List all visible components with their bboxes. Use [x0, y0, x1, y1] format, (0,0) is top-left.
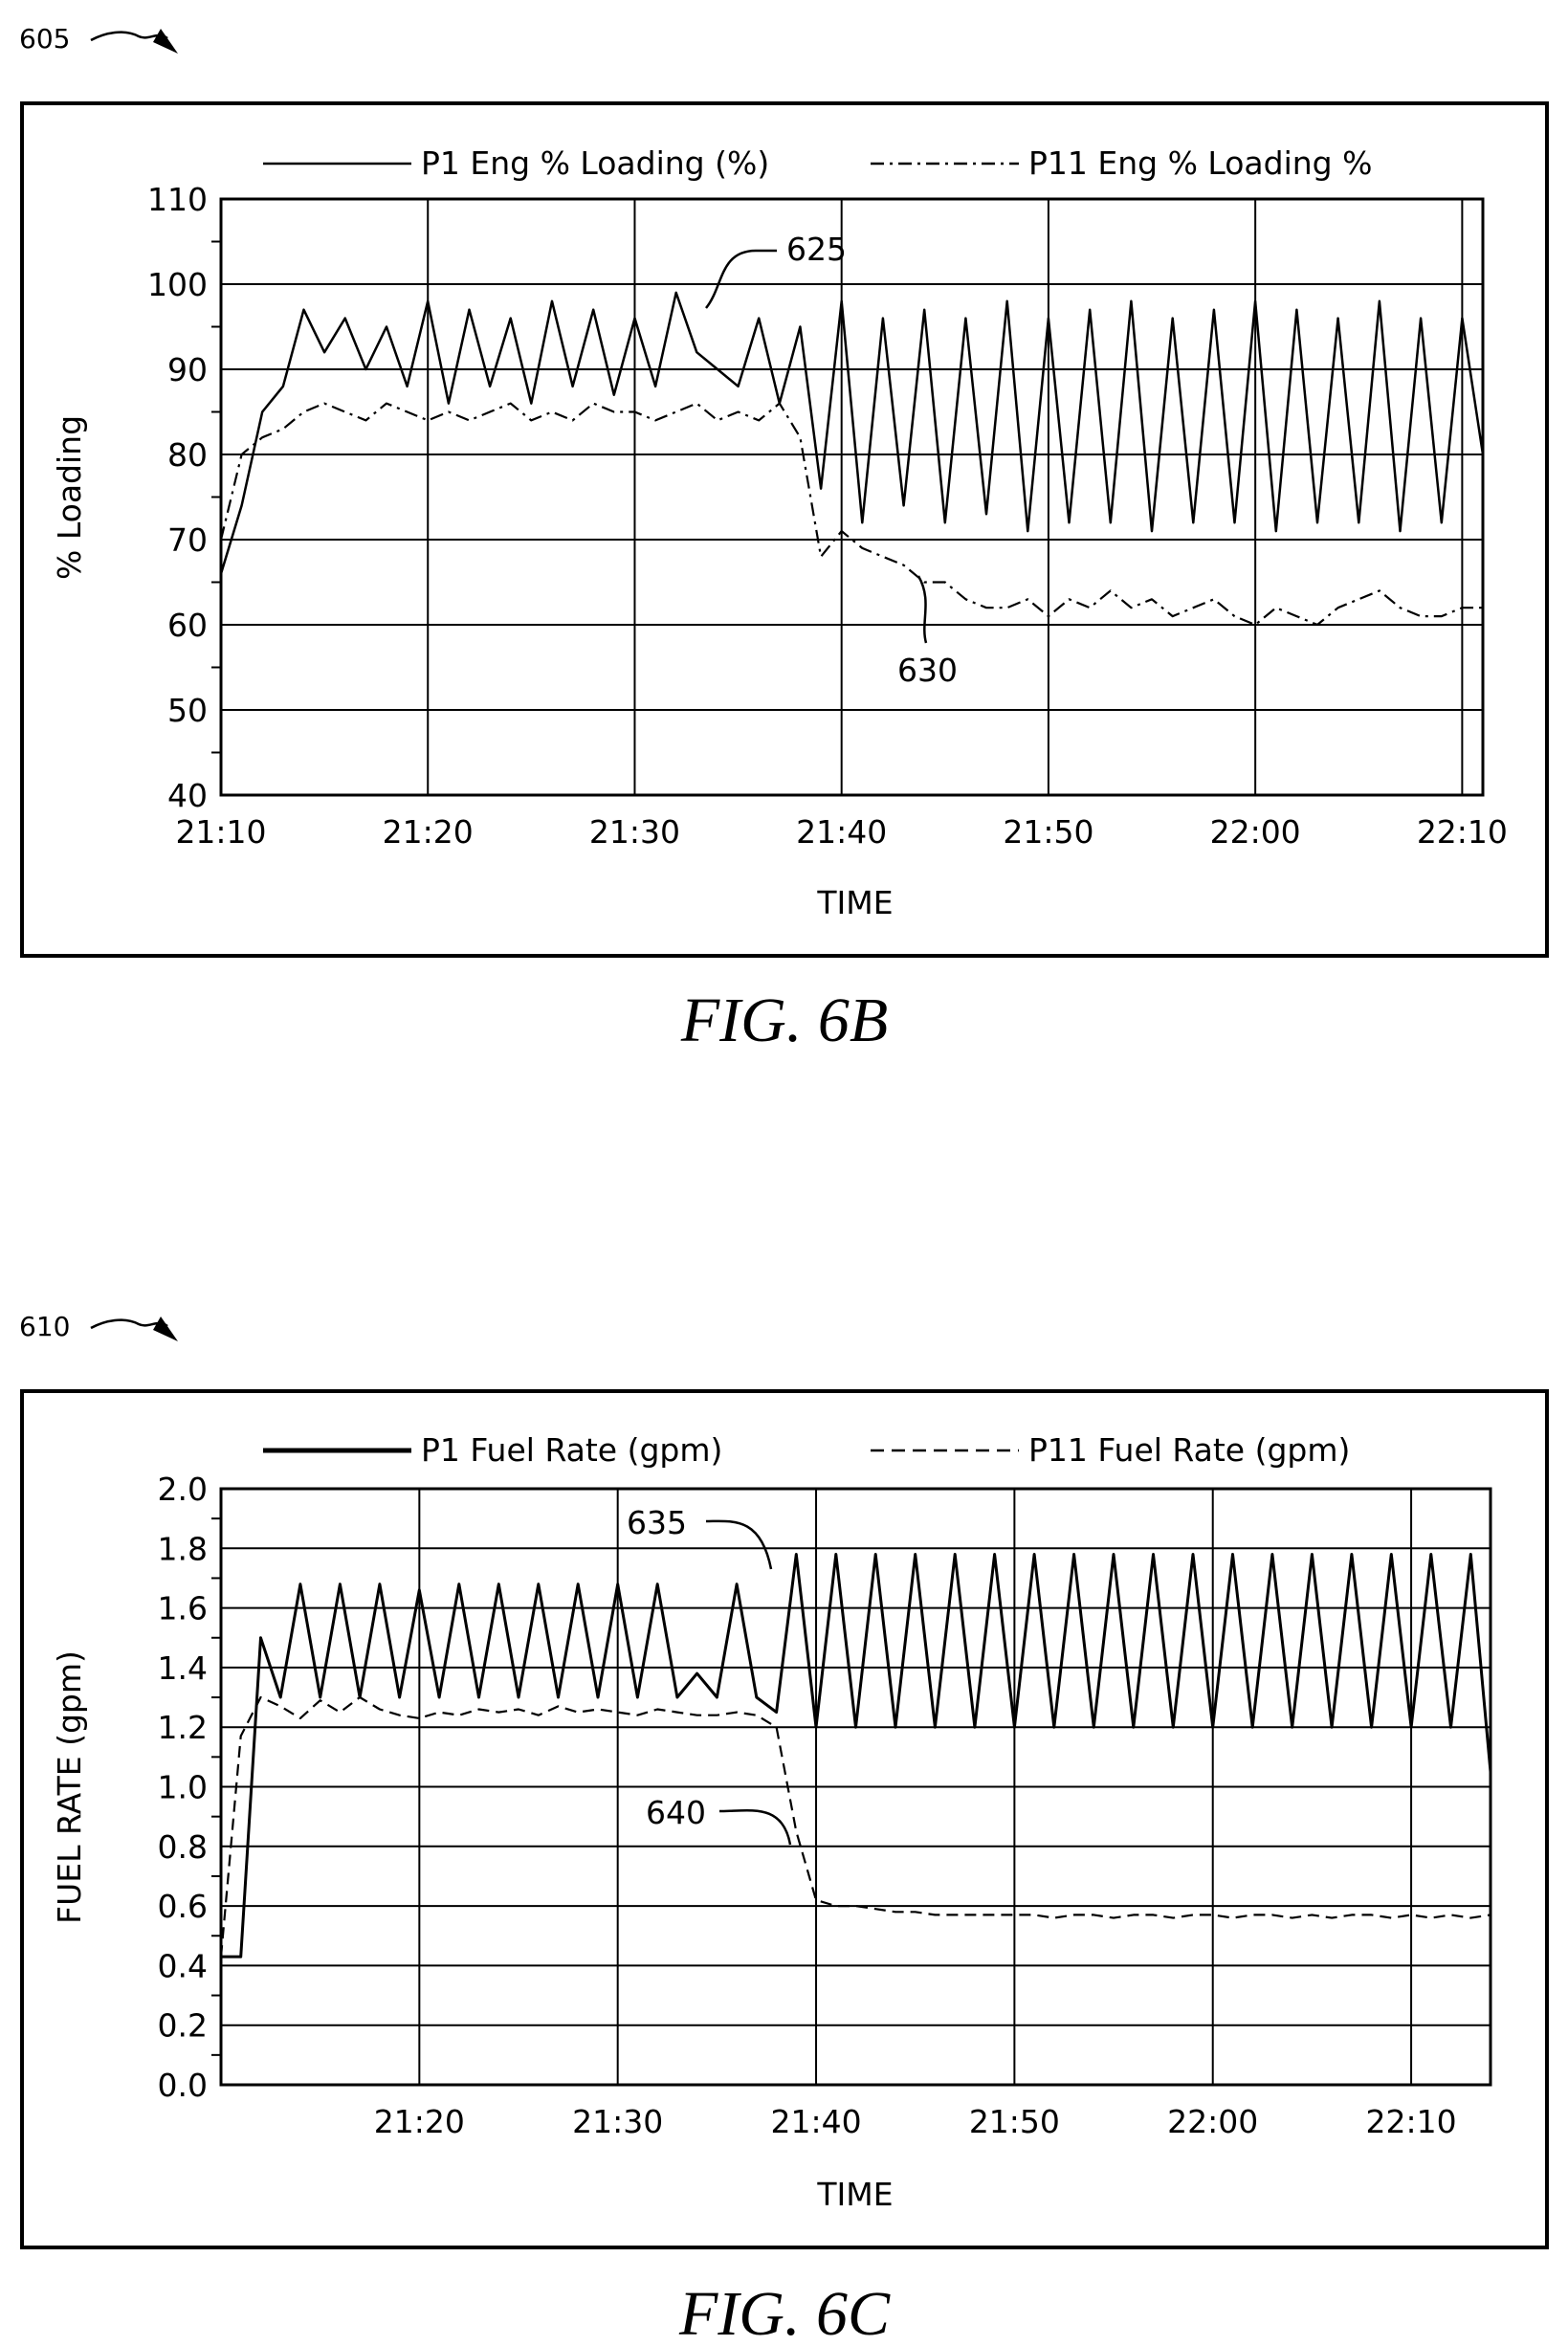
x-axis-label: TIME — [816, 884, 893, 921]
figure-6c: 610 P1 Fuel Rate (gpm) P11 Fuel Rate (gp… — [19, 1311, 1549, 2346]
ref-arrowhead-icon — [153, 29, 178, 54]
y-tick-label: 0.8 — [158, 1828, 208, 1866]
legend-label-p11-fuel: P11 Fuel Rate (gpm) — [1028, 1431, 1350, 1469]
series-lines — [219, 1553, 1492, 1959]
annotation-630: 630 — [897, 575, 958, 689]
y-tick-marks — [211, 1517, 221, 2056]
chart-frame — [20, 101, 1549, 958]
y-tick-label: 0.2 — [158, 2007, 208, 2045]
x-tick-label: 21:40 — [770, 2103, 861, 2140]
x-tick-label: 22:00 — [1210, 813, 1301, 851]
annotation-640: 640 — [646, 1794, 792, 1846]
x-tick-label: 21:40 — [796, 813, 887, 851]
y-tick-label: 80 — [167, 436, 208, 474]
y-tick-label: 2.0 — [158, 1471, 208, 1508]
y-tick-label: 1.2 — [158, 1709, 208, 1746]
y-tick-label: 1.6 — [158, 1590, 208, 1627]
y-tick-label: 1.0 — [158, 1769, 208, 1806]
figure-caption: FIG. 6B — [680, 985, 888, 1055]
x-tick-labels: 21:10 21:20 21:30 21:40 21:50 22:00 22:10 — [175, 813, 1507, 851]
legend: P1 Eng % Loading (%) P11 Eng % Loading % — [263, 144, 1372, 182]
series-line-p1 — [219, 291, 1485, 574]
grid-lines — [220, 198, 1483, 796]
x-tick-label: 22:00 — [1167, 2103, 1258, 2140]
x-axis-label: TIME — [816, 2176, 893, 2213]
x-tick-label: 21:10 — [175, 813, 266, 851]
legend-label-p1-fuel: P1 Fuel Rate (gpm) — [421, 1431, 722, 1469]
series-line-p11 — [219, 1695, 1491, 1958]
y-axis-label: FUEL RATE (gpm) — [51, 1650, 88, 1924]
x-tick-label: 21:50 — [1003, 813, 1093, 851]
ref-arrowhead-icon — [153, 1317, 178, 1341]
chart-frame — [20, 1389, 1549, 2249]
x-tick-label: 21:20 — [374, 2103, 465, 2140]
y-tick-label: 0.6 — [158, 1888, 208, 1925]
y-tick-label: 60 — [167, 607, 208, 644]
x-tick-label: 21:30 — [589, 813, 680, 851]
figure-caption: FIG. 6C — [678, 2279, 891, 2346]
x-tick-label: 22:10 — [1417, 813, 1508, 851]
leader-line-630 — [917, 575, 928, 644]
y-tick-labels: 40 50 60 70 80 90 100 110 — [147, 181, 208, 814]
y-tick-marks — [211, 240, 221, 754]
leader-line-640 — [718, 1808, 792, 1846]
y-tick-label: 1.4 — [158, 1649, 208, 1687]
y-axis-label: % Loading — [51, 415, 88, 580]
y-tick-label: 110 — [147, 181, 208, 218]
y-tick-label: 40 — [167, 777, 208, 814]
y-tick-label: 50 — [167, 692, 208, 729]
legend-label-p1-loading: P1 Eng % Loading (%) — [421, 144, 769, 182]
annotation-635: 635 — [627, 1504, 773, 1570]
y-tick-label: 90 — [167, 351, 208, 388]
plot-area-border — [219, 1487, 1492, 2087]
legend: P1 Fuel Rate (gpm) P11 Fuel Rate (gpm) — [263, 1431, 1350, 1469]
y-tick-label: 0.4 — [158, 1947, 208, 1984]
leader-line-625 — [705, 249, 777, 309]
x-tick-label: 21:50 — [969, 2103, 1060, 2140]
series-lines — [219, 291, 1485, 627]
annotation-625: 625 — [705, 231, 847, 309]
figure-6b: 605 P1 Eng % Loading (%) P11 Eng % Loadi… — [19, 23, 1549, 1055]
y-tick-label: 70 — [167, 521, 208, 559]
grid-lines — [221, 1488, 1491, 2086]
leader-line-635 — [705, 1519, 773, 1570]
y-tick-label: 0.0 — [158, 2067, 208, 2104]
plot-area-border — [219, 197, 1485, 797]
x-tick-labels: 21:20 21:30 21:40 21:50 22:00 22:10 — [374, 2103, 1457, 2140]
figure-ref-label: 610 — [19, 1311, 70, 1342]
annotation-label-640: 640 — [646, 1794, 706, 1831]
annotation-label-630: 630 — [897, 652, 958, 689]
figure-ref-label: 605 — [19, 23, 70, 55]
y-tick-label: 100 — [147, 266, 208, 303]
series-line-p1 — [221, 1553, 1492, 1959]
x-tick-label: 21:20 — [383, 813, 474, 851]
y-tick-label: 1.8 — [158, 1530, 208, 1567]
series-line-p11 — [219, 402, 1483, 627]
y-tick-labels: 0.0 0.2 0.4 0.6 0.8 1.0 1.2 1.4 1.6 1.8 2.0 — [158, 1471, 208, 2104]
x-tick-label: 21:30 — [572, 2103, 663, 2140]
annotation-label-625: 625 — [786, 231, 847, 268]
annotation-label-635: 635 — [627, 1504, 687, 1541]
legend-label-p11-loading: P11 Eng % Loading % — [1028, 144, 1372, 182]
x-tick-label: 22:10 — [1366, 2103, 1457, 2140]
